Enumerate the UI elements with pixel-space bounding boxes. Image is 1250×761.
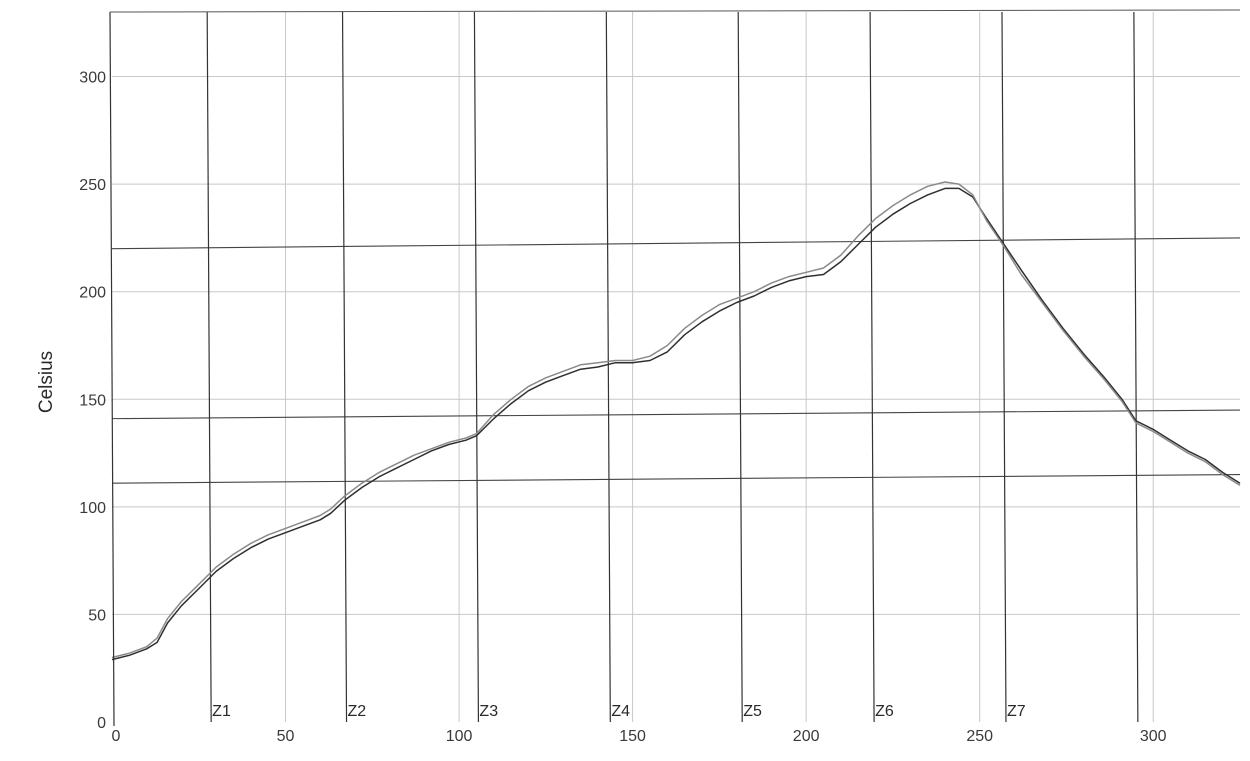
zone-label-1: Z2 xyxy=(348,703,367,720)
x-tick-label-3: 150 xyxy=(619,728,646,745)
y-tick-label-2: 100 xyxy=(79,500,106,517)
zone-label-2: Z3 xyxy=(479,703,498,720)
limit-line-0 xyxy=(111,237,1241,250)
axis-tick-labels: 0 50 100 150 200 250 300 0 50 100 150 200 250 300 xyxy=(79,70,1166,745)
gridlines xyxy=(112,12,1240,722)
zone-boundary-7 xyxy=(1133,11,1139,723)
zone-boundary-0 xyxy=(206,11,212,723)
zone-label-0: Z1 xyxy=(212,703,231,720)
zone-boundary-4 xyxy=(737,11,743,723)
limit-line-2 xyxy=(111,474,1241,484)
y-tick-label-5: 250 xyxy=(79,177,106,194)
x-tick-label-4: 200 xyxy=(793,728,820,745)
series-line-1 xyxy=(111,181,1241,659)
zone-boundaries: Z1 Z2 Z3 Z4 Z5 Z6 Z7 xyxy=(206,11,1139,723)
zone-boundary-1 xyxy=(341,11,348,723)
y-tick-label-6: 300 xyxy=(79,70,106,87)
plot-top-border xyxy=(109,9,1241,13)
zone-boundary-2 xyxy=(473,11,480,723)
x-tick-label-0: 0 xyxy=(112,728,121,745)
x-tick-label-1: 50 xyxy=(277,728,295,745)
series-line-0 xyxy=(111,187,1241,661)
zone-label-5: Z6 xyxy=(875,703,894,720)
zone-label-3: Z4 xyxy=(611,703,630,720)
y-tick-label-3: 150 xyxy=(79,392,106,409)
zone-label-6: Z7 xyxy=(1007,703,1026,720)
x-tick-label-2: 100 xyxy=(446,728,473,745)
limit-line-1 xyxy=(111,409,1241,420)
x-tick-label-5: 250 xyxy=(966,728,993,745)
y-tick-label-0: 0 xyxy=(97,715,106,732)
zone-boundary-6 xyxy=(1001,11,1007,723)
series-lines xyxy=(111,181,1241,661)
zone-boundary-5 xyxy=(869,11,875,723)
y-tick-label-1: 50 xyxy=(88,607,106,624)
zone-boundary-3 xyxy=(605,11,611,723)
x-tick-label-6: 300 xyxy=(1140,728,1167,745)
y-axis-line xyxy=(109,11,115,727)
y-tick-label-4: 200 xyxy=(79,285,106,302)
zone-label-4: Z5 xyxy=(743,703,762,720)
limit-lines xyxy=(111,237,1241,484)
y-axis-label: Celsius xyxy=(36,351,57,413)
